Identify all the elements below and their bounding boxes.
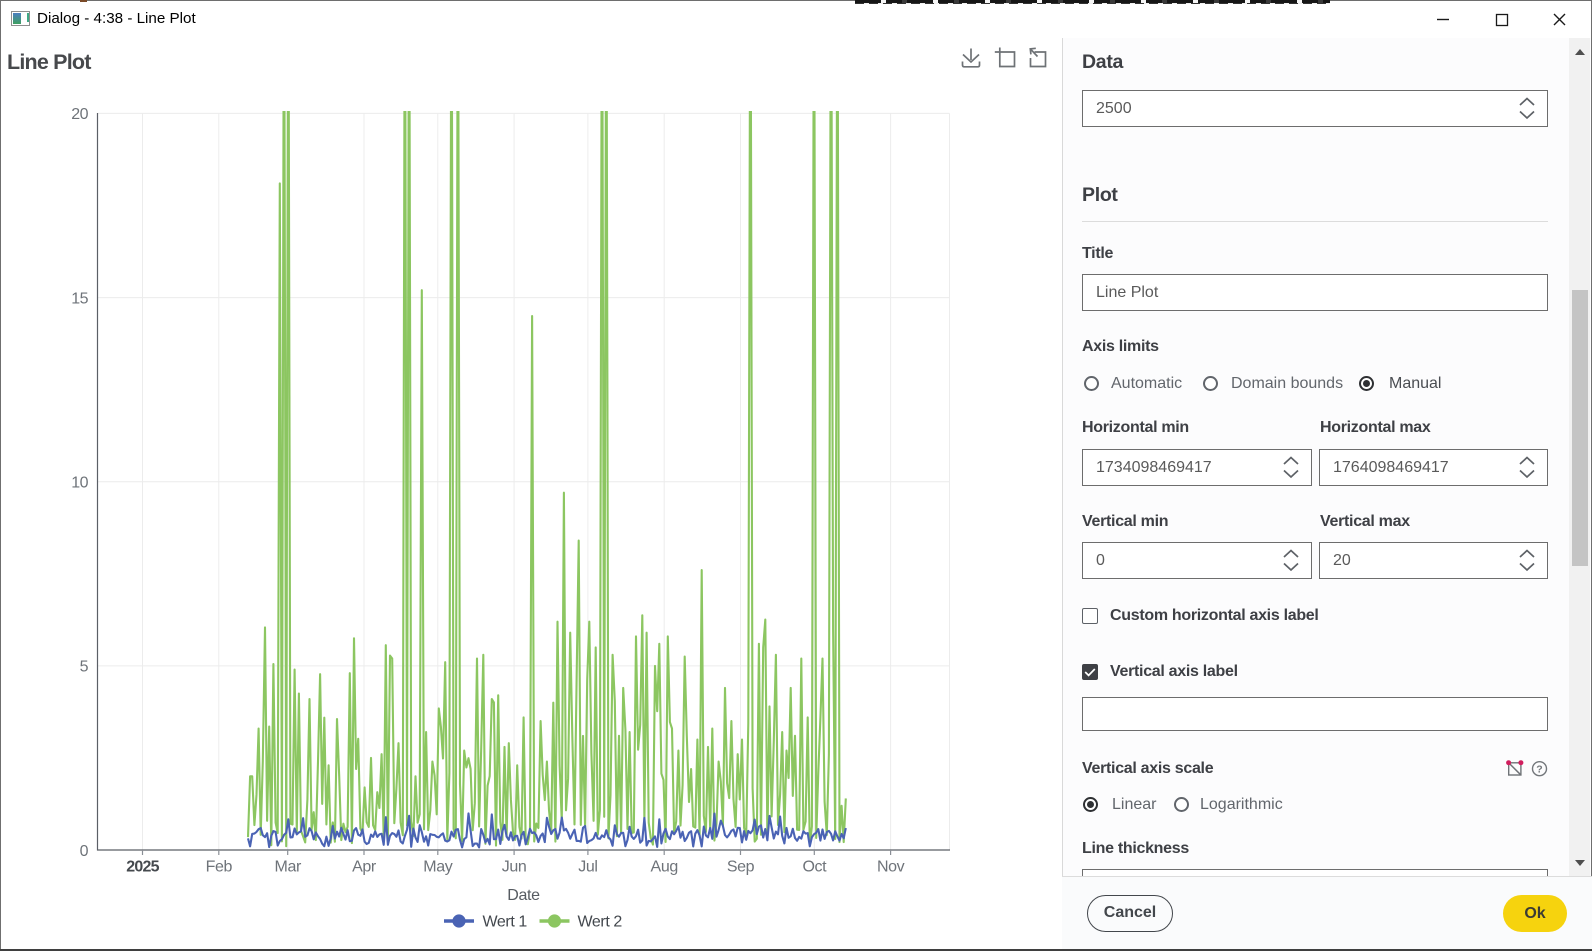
svg-text:Mar: Mar	[275, 859, 302, 876]
svg-text:May: May	[423, 859, 452, 876]
svg-text:Wert 2: Wert 2	[578, 914, 623, 931]
svg-text:0: 0	[80, 843, 89, 860]
svg-text:?: ?	[1536, 764, 1542, 776]
svg-text:2025: 2025	[126, 859, 159, 876]
svg-text:10: 10	[71, 475, 88, 492]
svg-text:15: 15	[71, 290, 88, 307]
svg-text:Date: Date	[507, 887, 540, 904]
svg-text:20: 20	[71, 106, 88, 123]
svg-text:5: 5	[80, 659, 89, 676]
svg-text:Jun: Jun	[502, 859, 527, 876]
svg-text:Sep: Sep	[727, 859, 755, 876]
svg-text:Oct: Oct	[802, 859, 827, 876]
svg-text:Apr: Apr	[352, 859, 377, 876]
svg-text:Feb: Feb	[206, 859, 233, 876]
svg-text:Wert 1: Wert 1	[483, 914, 528, 931]
svg-text:Jul: Jul	[578, 859, 597, 876]
svg-text:Nov: Nov	[877, 859, 905, 876]
svg-text:Aug: Aug	[651, 859, 678, 876]
